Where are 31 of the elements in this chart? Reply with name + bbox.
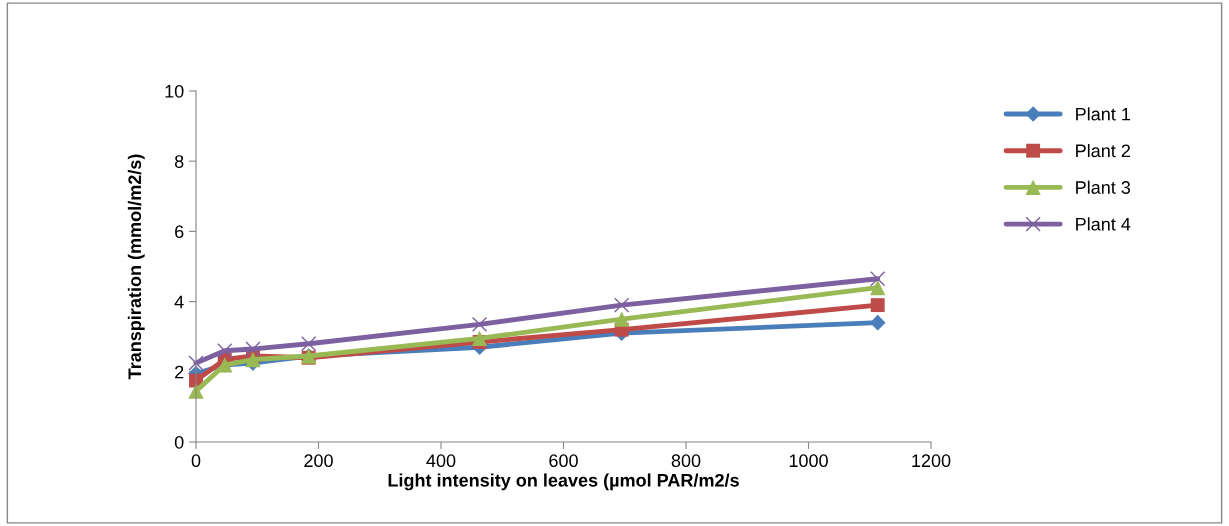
point [471,316,488,333]
point [870,279,886,296]
y-tick-label: 8 [174,155,184,168]
point [614,311,630,327]
x-tick-label: 200 [304,454,333,468]
legend-label: Plant 3 [1076,180,1131,194]
y-tick-label: 4 [174,295,184,309]
point [188,355,204,371]
x-tick-label: 600 [549,454,578,468]
point [870,271,886,287]
point [245,341,261,357]
point [870,298,885,313]
y-tick-label: 10 [165,84,184,98]
y-tick-label: 6 [175,225,184,239]
point [869,314,886,331]
x-tick-label: 1200 [912,454,951,468]
legend-label: Plant 1 [1076,107,1130,121]
legend-label: Plant 2 [1076,143,1130,158]
legend-label: Plant 4 [1076,217,1131,231]
y-tick-label: 2 [175,365,184,379]
x-axis-title: Light intensity on leaves (µmol PAR/m2/s [388,473,739,491]
y-axis-title: Transpiration (mmol/m2/s) [127,154,145,380]
point [217,343,233,359]
point [471,330,488,347]
x-tick-label: 0 [191,454,201,468]
point [614,297,630,313]
y-tick-label: 0 [174,435,184,449]
point [301,336,317,352]
x-tick-label: 800 [671,454,701,468]
x-tick-label: 1000 [789,454,828,468]
x-tick-label: 400 [426,454,456,468]
